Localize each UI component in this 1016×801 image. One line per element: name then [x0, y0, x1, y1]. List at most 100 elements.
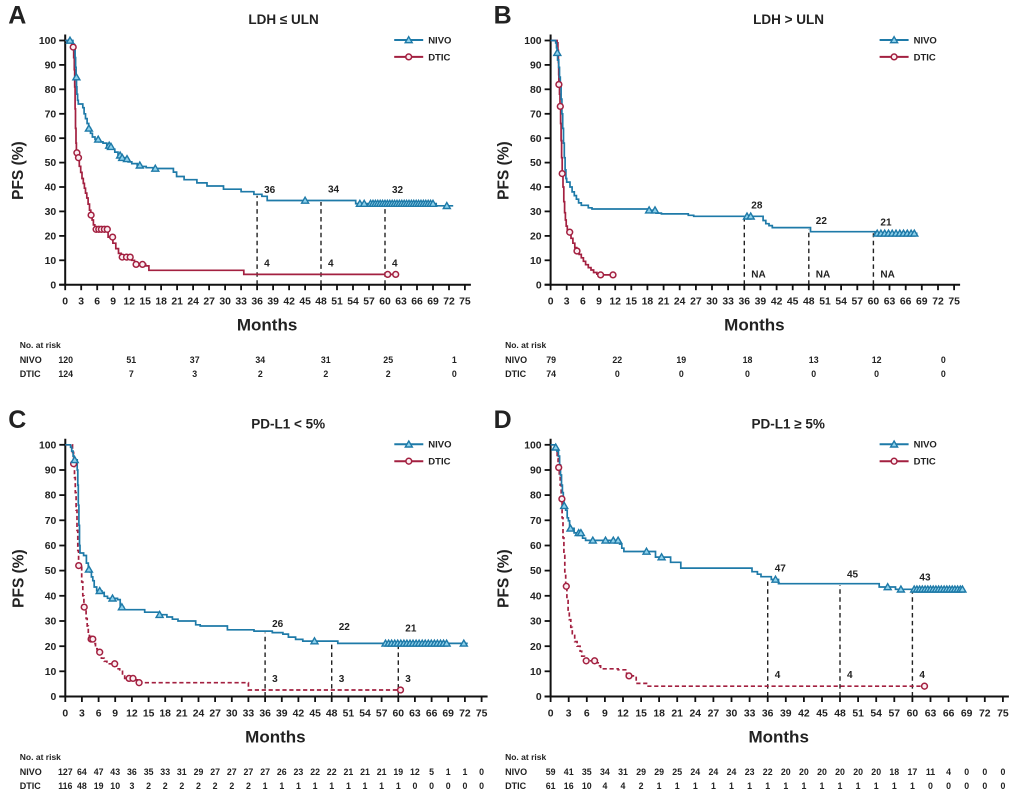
svg-text:57: 57: [376, 709, 388, 720]
svg-text:12: 12: [872, 355, 882, 365]
svg-text:20: 20: [45, 232, 57, 243]
svg-text:70: 70: [45, 109, 57, 120]
svg-text:36: 36: [739, 297, 751, 308]
svg-text:3: 3: [566, 709, 572, 720]
svg-text:40: 40: [530, 591, 542, 602]
svg-text:50: 50: [45, 158, 57, 169]
svg-text:100: 100: [39, 36, 57, 47]
svg-text:34: 34: [600, 767, 610, 777]
svg-text:37: 37: [190, 355, 200, 365]
svg-text:12: 12: [123, 297, 135, 308]
svg-text:25: 25: [672, 767, 682, 777]
svg-text:B: B: [494, 2, 512, 30]
svg-text:27: 27: [690, 297, 702, 308]
svg-text:24: 24: [690, 767, 700, 777]
svg-text:51: 51: [343, 709, 355, 720]
svg-text:0: 0: [62, 297, 68, 308]
svg-text:NIVO: NIVO: [505, 767, 527, 777]
svg-text:18: 18: [155, 297, 167, 308]
svg-text:48: 48: [77, 781, 87, 791]
svg-text:31: 31: [321, 355, 331, 365]
svg-text:3: 3: [78, 297, 84, 308]
svg-text:1: 1: [446, 767, 451, 777]
svg-text:DTIC: DTIC: [914, 52, 936, 63]
svg-text:80: 80: [530, 491, 542, 502]
svg-text:4: 4: [847, 670, 853, 681]
svg-text:59: 59: [546, 767, 556, 777]
svg-text:45: 45: [299, 297, 311, 308]
svg-text:D: D: [494, 406, 512, 434]
svg-text:22: 22: [816, 216, 828, 227]
svg-text:21: 21: [176, 709, 188, 720]
svg-text:No. at risk: No. at risk: [20, 752, 61, 762]
svg-text:3: 3: [192, 369, 197, 379]
svg-text:1: 1: [747, 781, 752, 791]
svg-text:45: 45: [787, 297, 799, 308]
svg-text:72: 72: [459, 709, 471, 720]
svg-text:0: 0: [50, 280, 56, 291]
svg-text:4: 4: [328, 259, 334, 270]
svg-text:26: 26: [272, 619, 284, 630]
svg-text:1: 1: [874, 781, 879, 791]
svg-text:66: 66: [943, 709, 955, 720]
svg-text:DTIC: DTIC: [428, 52, 450, 63]
svg-text:60: 60: [45, 541, 57, 552]
svg-text:20: 20: [799, 767, 809, 777]
svg-text:2: 2: [196, 781, 201, 791]
svg-text:4: 4: [946, 767, 951, 777]
svg-text:13: 13: [809, 355, 819, 365]
svg-text:Months: Months: [748, 728, 808, 747]
svg-text:NIVO: NIVO: [914, 35, 937, 46]
svg-text:NA: NA: [816, 270, 830, 281]
svg-text:3: 3: [564, 297, 570, 308]
svg-text:70: 70: [530, 109, 542, 120]
svg-text:10: 10: [45, 667, 57, 678]
svg-text:LDH ≤ ULN: LDH ≤ ULN: [248, 12, 318, 27]
svg-text:75: 75: [948, 297, 960, 308]
svg-text:60: 60: [868, 297, 880, 308]
svg-text:3: 3: [339, 674, 345, 685]
svg-text:0: 0: [62, 709, 68, 720]
svg-text:Months: Months: [724, 316, 784, 335]
svg-text:9: 9: [110, 297, 116, 308]
svg-text:16: 16: [564, 781, 574, 791]
svg-text:90: 90: [45, 61, 57, 72]
svg-text:64: 64: [77, 767, 87, 777]
svg-text:69: 69: [442, 709, 454, 720]
svg-text:20: 20: [853, 767, 863, 777]
svg-text:PD-L1 < 5%: PD-L1 < 5%: [251, 416, 325, 431]
svg-text:7: 7: [129, 369, 134, 379]
svg-text:NIVO: NIVO: [428, 440, 451, 451]
svg-text:63: 63: [884, 297, 896, 308]
svg-text:NIVO: NIVO: [505, 355, 527, 365]
svg-text:1: 1: [820, 781, 825, 791]
svg-text:22: 22: [327, 767, 337, 777]
svg-text:0: 0: [964, 767, 969, 777]
svg-text:36: 36: [127, 767, 137, 777]
svg-text:21: 21: [344, 767, 354, 777]
svg-text:PFS (%): PFS (%): [10, 141, 27, 200]
svg-text:18: 18: [889, 767, 899, 777]
svg-text:69: 69: [916, 297, 928, 308]
svg-text:4: 4: [392, 259, 398, 270]
svg-text:30: 30: [45, 207, 57, 218]
svg-text:48: 48: [315, 297, 327, 308]
svg-text:30: 30: [530, 617, 542, 628]
svg-text:1: 1: [711, 781, 716, 791]
svg-text:DTIC: DTIC: [20, 369, 41, 379]
svg-text:0: 0: [941, 369, 946, 379]
svg-text:21: 21: [377, 767, 387, 777]
svg-text:75: 75: [459, 297, 471, 308]
svg-text:PFS (%): PFS (%): [10, 549, 27, 608]
svg-text:6: 6: [96, 709, 102, 720]
svg-text:DTIC: DTIC: [505, 781, 526, 791]
svg-text:23: 23: [745, 767, 755, 777]
svg-text:3: 3: [272, 674, 278, 685]
svg-text:21: 21: [360, 767, 370, 777]
svg-text:54: 54: [359, 709, 371, 720]
svg-text:NA: NA: [751, 270, 765, 281]
svg-text:4: 4: [621, 781, 626, 791]
svg-text:0: 0: [536, 280, 542, 291]
svg-text:NIVO: NIVO: [20, 355, 42, 365]
svg-text:9: 9: [596, 297, 602, 308]
